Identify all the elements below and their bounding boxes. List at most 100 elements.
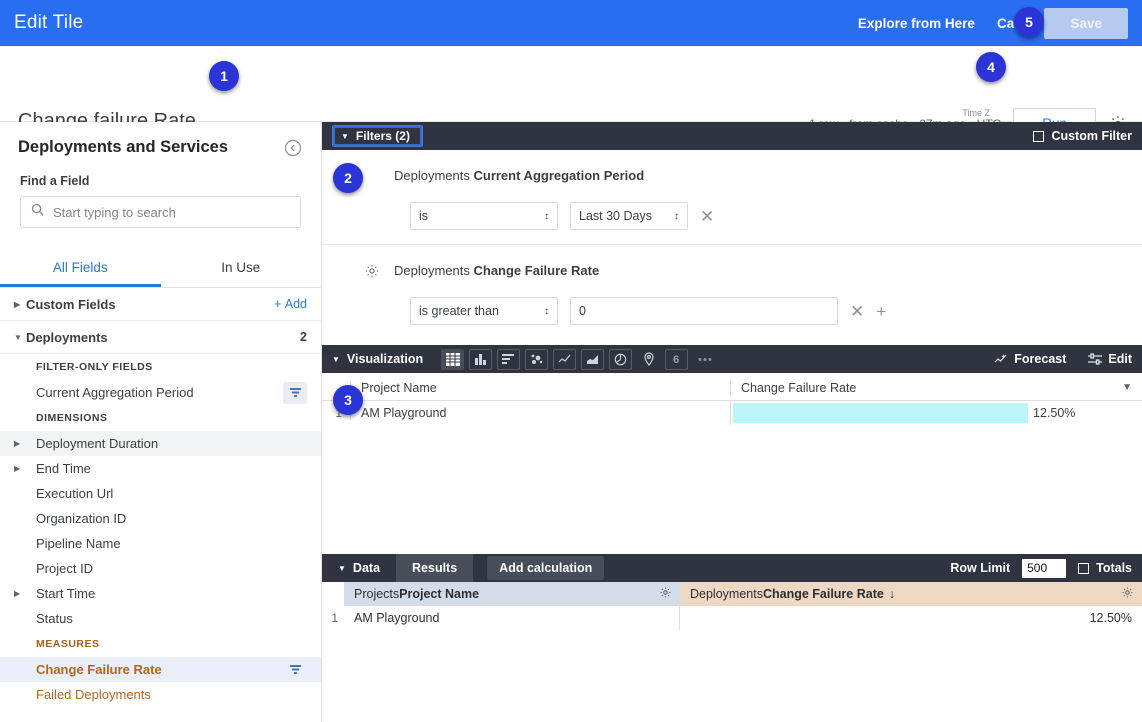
sort-desc-icon[interactable]: ↓ [888,587,896,601]
header-actions: Explore from Here Can Save [857,7,1128,39]
step-badge-5: 5 [1014,7,1044,37]
group-label: Deployments [26,329,108,345]
section-measures: MEASURES [36,638,100,650]
tab-in-use[interactable]: In Use [221,260,261,275]
table-viz-icon[interactable] [441,348,465,370]
chevron-left-circle-icon[interactable] [283,138,303,158]
totals-toggle[interactable]: Totals [1078,561,1132,575]
custom-filter-label: Custom Filter [1051,129,1132,143]
step-badge-1: 1 [209,61,239,91]
step-badge-4: 4 [976,52,1006,82]
explore-from-here-link[interactable]: Explore from Here [857,15,975,31]
scatter-plot-icon[interactable] [525,348,549,370]
tab-results[interactable]: Results [396,554,474,582]
sidebar-field-start-time[interactable]: ▶ Start Time [0,581,321,606]
gear-icon[interactable] [659,586,672,602]
visualization-toggle[interactable]: ▼ Visualization [332,352,423,366]
tab-data[interactable]: ▼ Data [338,561,381,575]
filter-row-current-aggregation-period: Deployments Current Aggregation Period i… [322,150,1142,244]
custom-filter-toggle[interactable]: Custom Filter [1033,129,1132,143]
add-calculation-button[interactable]: Add calculation [487,556,605,580]
field-label: Project ID [36,561,94,576]
map-pin-icon[interactable] [637,349,660,370]
totals-label: Totals [1096,561,1132,575]
sidebar-field-change-failure-rate[interactable]: Change Failure Rate [0,657,321,682]
visualization-actions: Forecast Edit [994,352,1132,366]
checkbox-icon[interactable] [1078,562,1090,574]
sidebar-field-project-id[interactable]: Project ID [0,556,321,581]
filter-operator-select[interactable]: is greater than ↕ [410,297,558,325]
checkbox-icon[interactable] [1033,130,1045,142]
visualization-type-picker: 6 [441,348,716,370]
chevron-down-icon[interactable]: ▼ [1122,382,1132,393]
visualization-result-table: Project Name Change Failure Rate ▼ 1 AM … [322,375,1142,425]
sidebar-field-current-aggregation-period[interactable]: Current Aggregation Period [0,380,321,405]
add-filter-icon[interactable]: + [876,301,887,321]
viz-table-row: 1 AM Playground 12.50% [322,401,1142,425]
field-label: Current Aggregation Period [36,385,194,400]
chevron-right-icon[interactable]: ▶ [14,439,21,448]
filter-icon[interactable] [283,381,307,404]
sidebar-field-status[interactable]: Status [0,606,321,631]
group-label: Custom Fields [26,296,116,312]
filter-icon[interactable] [283,659,307,681]
filter-field-label: Deployments Current Aggregation Period [394,168,645,183]
horizontal-bar-icon[interactable] [497,348,521,370]
sidebar-field-failed-deployments[interactable]: Failed Deployments [0,682,321,707]
viz-column-header-change-failure-rate[interactable]: Change Failure Rate ▼ [730,380,1142,395]
add-custom-field-button[interactable]: + Add [273,297,307,311]
data-table-header: Projects Project Name Deployments Change… [322,582,1142,606]
sidebar-field-execution-url[interactable]: Execution Url [0,481,321,506]
row-limit-label: Row Limit [950,561,1011,575]
filter-value-input[interactable] [570,297,838,325]
chevron-down-icon: ▼ [341,131,349,141]
viz-table-header: Project Name Change Failure Rate ▼ [322,375,1142,401]
cell-project-name: AM Playground [350,406,730,420]
chevron-right-icon[interactable]: ▶ [14,464,21,473]
field-label: Organization ID [36,511,127,526]
section-filter-only-fields: FILTER-ONLY FIELDS [36,361,153,373]
field-label: Status [36,611,73,626]
step-badge-2: 2 [333,163,363,193]
filter-field-label: Deployments Change Failure Rate [394,263,600,278]
sidebar-group-custom-fields[interactable]: ▶ Custom Fields + Add [0,288,321,321]
sidebar-field-end-time[interactable]: ▶ End Time [0,456,321,481]
gear-icon[interactable] [364,263,380,279]
row-limit-input[interactable] [1022,558,1067,578]
find-a-field-label: Find a Field [20,174,90,188]
search-field-wrapper[interactable] [20,196,301,228]
sidebar-field-deployment-duration[interactable]: ▶ Deployment Duration [0,431,321,456]
timezone-label: Time Z [962,108,990,118]
data-column-header-project-name[interactable]: Projects Project Name [344,582,680,606]
single-value-icon[interactable]: 6 [665,348,689,370]
sidebar-group-deployments[interactable]: ▼ Deployments 2 [0,321,321,354]
more-options-icon[interactable] [693,349,716,370]
data-column-header-change-failure-rate[interactable]: Deployments Change Failure Rate ↓ [680,582,1142,606]
filter-operator-select[interactable]: is ↕ [410,202,558,230]
chevron-right-icon[interactable]: ▶ [14,589,21,598]
sidebar-field-organization-id[interactable]: Organization ID [0,506,321,531]
cell-change-failure-rate: 12.50% [1089,611,1132,625]
sidebar-field-pipeline-name[interactable]: Pipeline Name [0,531,321,556]
data-panel: ▼ Data Results Add calculation Row Limit… [322,554,1142,630]
explore-name: Deployments and Services [18,138,229,156]
forecast-button[interactable]: Forecast [994,352,1066,366]
visualization-label: Visualization [346,352,424,366]
save-button[interactable]: Save [1044,7,1128,39]
gear-icon[interactable] [1121,586,1134,602]
field-picker-sidebar: Deployments and Services Find a Field Al… [0,122,322,722]
filter-value-select[interactable]: Last 30 Days ↕ [570,202,688,230]
remove-filter-icon[interactable]: ✕ [850,301,865,321]
area-chart-icon[interactable] [581,348,605,370]
tab-all-fields[interactable]: All Fields [0,250,161,287]
step-badge-3: 3 [333,385,363,415]
edit-visualization-button[interactable]: Edit [1088,352,1132,366]
remove-filter-icon[interactable]: ✕ [700,206,715,226]
pie-chart-icon[interactable] [609,348,633,370]
filters-toggle-button[interactable]: ▼ Filters (2) [332,125,423,147]
forecast-icon [994,353,1008,365]
line-chart-icon[interactable] [553,348,577,370]
bar-chart-icon[interactable] [469,348,493,370]
search-input[interactable] [53,204,291,220]
viz-column-header-project-name[interactable]: Project Name [350,380,730,395]
